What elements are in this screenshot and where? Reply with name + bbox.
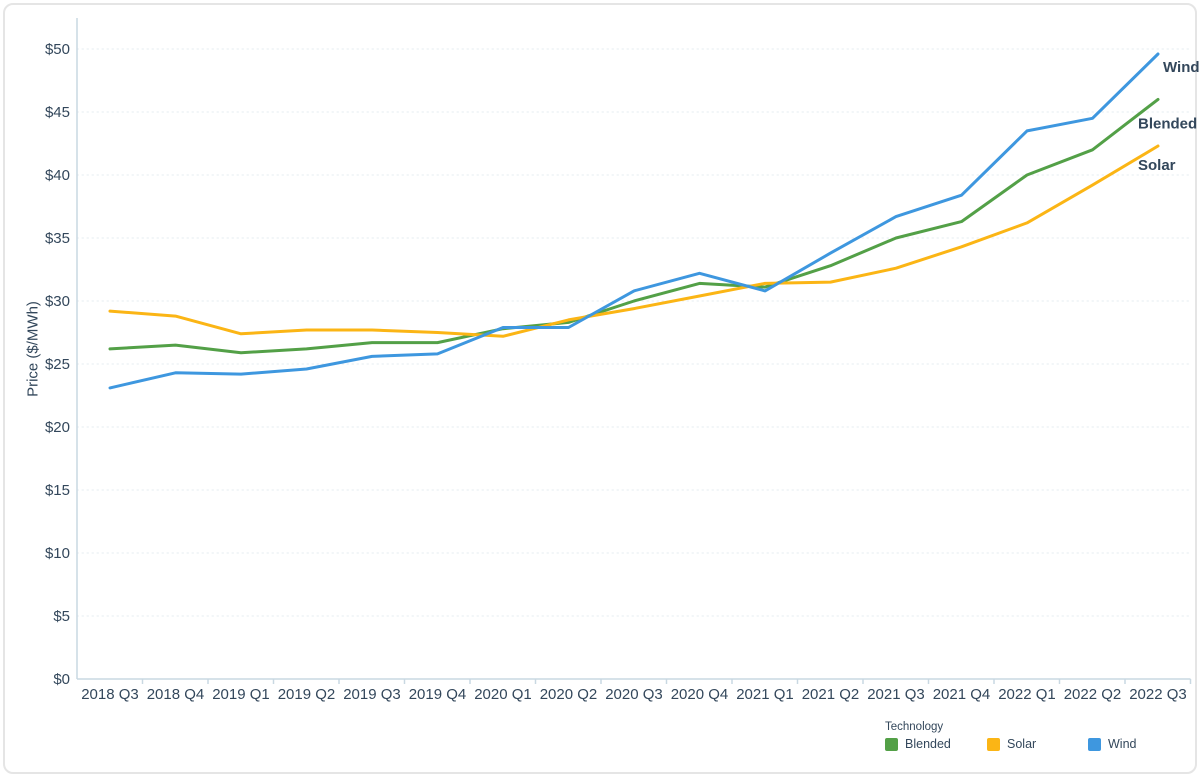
x-tick-label: 2021 Q4	[933, 686, 991, 703]
series-end-label-blended: Blended	[1138, 115, 1197, 132]
legend-label: Blended	[905, 737, 951, 751]
x-tick-label: 2020 Q1	[474, 686, 532, 703]
y-tick-label: $45	[45, 104, 70, 121]
x-tick-label: 2019 Q3	[343, 686, 401, 703]
y-tick-label: $30	[45, 293, 70, 310]
y-tick-label: $25	[45, 356, 70, 373]
x-tick-label: 2018 Q3	[81, 686, 139, 703]
legend-title: Technology	[885, 721, 944, 733]
legend-label: Wind	[1108, 737, 1137, 751]
x-tick-label: 2019 Q2	[278, 686, 336, 703]
x-tick-label: 2019 Q4	[409, 686, 467, 703]
x-tick-label: 2022 Q2	[1064, 686, 1122, 703]
series-line-blended[interactable]	[108, 97, 1160, 355]
y-tick-label: $50	[45, 41, 70, 58]
legend-swatch-solar	[987, 737, 1000, 751]
y-tick-label: $20	[45, 419, 70, 436]
y-axis-title: Price ($/MWh)	[24, 301, 42, 397]
x-tick-label: 2021 Q2	[802, 686, 860, 703]
y-tick-label: $15	[45, 482, 70, 499]
card-border	[3, 3, 1197, 774]
series-line-solar[interactable]	[108, 144, 1160, 338]
y-tick-label: $40	[45, 167, 70, 184]
y-tick-label: $10	[45, 545, 70, 562]
legend-label: Solar	[1007, 737, 1037, 751]
legend-item-solar[interactable]: Solar	[987, 737, 1036, 751]
x-tick-label: 2022 Q1	[998, 686, 1056, 703]
series-line-wind[interactable]	[108, 52, 1160, 390]
x-tick-label: 2021 Q3	[867, 686, 925, 703]
y-tick-label: $0	[53, 671, 70, 688]
legend-item-blended[interactable]: Blended	[885, 737, 951, 751]
legend-item-wind[interactable]: Wind	[1088, 737, 1136, 751]
x-tick-label: 2020 Q2	[540, 686, 598, 703]
legend-swatch-blended	[885, 737, 898, 751]
series-end-label-solar: Solar	[1138, 157, 1176, 174]
x-tick-label: 2020 Q4	[671, 686, 729, 703]
x-tick-label: 2019 Q1	[212, 686, 270, 703]
y-tick-label: $35	[45, 230, 70, 247]
y-tick-label: $5	[53, 608, 70, 625]
x-tick-label: 2018 Q4	[147, 686, 205, 703]
x-tick-label: 2020 Q3	[605, 686, 663, 703]
legend-swatch-wind	[1088, 737, 1101, 751]
series-end-label-wind: Wind	[1163, 59, 1200, 76]
legend: Technology Blended Solar Wind	[885, 721, 1185, 757]
x-tick-label: 2021 Q1	[736, 686, 794, 703]
x-tick-label: 2022 Q3	[1129, 686, 1187, 703]
legend-items: Blended Solar Wind	[885, 737, 1185, 753]
